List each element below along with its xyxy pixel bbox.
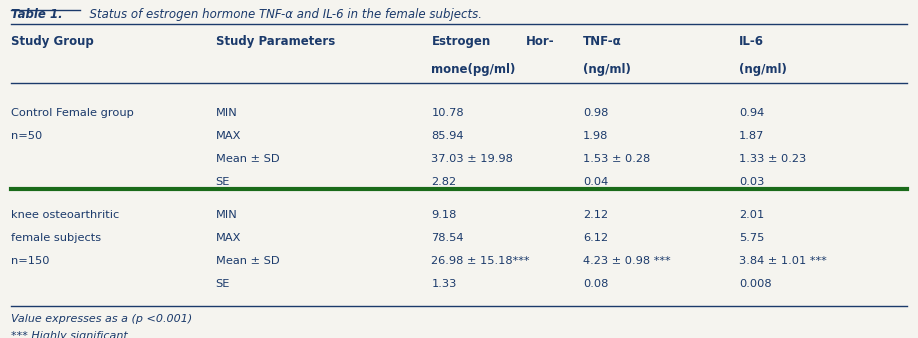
Text: 3.84 ± 1.01 ***: 3.84 ± 1.01 *** <box>739 256 827 266</box>
Text: *** Highly significant: *** Highly significant <box>11 331 128 338</box>
Text: SE: SE <box>216 279 230 289</box>
Text: 0.94: 0.94 <box>739 108 765 118</box>
Text: Mean ± SD: Mean ± SD <box>216 256 279 266</box>
Text: 0.03: 0.03 <box>739 177 765 187</box>
Text: female subjects: female subjects <box>11 233 101 243</box>
Text: 1.53 ± 0.28: 1.53 ± 0.28 <box>583 154 650 164</box>
Text: IL-6: IL-6 <box>739 35 764 48</box>
Text: knee osteoarthritic: knee osteoarthritic <box>11 210 119 220</box>
Text: Control Female group: Control Female group <box>11 108 134 118</box>
Text: MIN: MIN <box>216 210 238 220</box>
Text: 1.87: 1.87 <box>739 131 765 141</box>
Text: 1.98: 1.98 <box>583 131 609 141</box>
Text: Mean ± SD: Mean ± SD <box>216 154 279 164</box>
Text: 78.54: 78.54 <box>431 233 464 243</box>
Text: Study Parameters: Study Parameters <box>216 35 335 48</box>
Text: SE: SE <box>216 177 230 187</box>
Text: Estrogen: Estrogen <box>431 35 491 48</box>
Text: 37.03 ± 19.98: 37.03 ± 19.98 <box>431 154 513 164</box>
Text: 9.18: 9.18 <box>431 210 457 220</box>
Text: 0.04: 0.04 <box>583 177 609 187</box>
Text: Value expresses as a (p <0.001): Value expresses as a (p <0.001) <box>11 314 192 324</box>
Text: 2.12: 2.12 <box>583 210 608 220</box>
Text: Hor-: Hor- <box>526 35 554 48</box>
Text: Table 1.: Table 1. <box>11 8 62 21</box>
Text: 26.98 ± 15.18***: 26.98 ± 15.18*** <box>431 256 530 266</box>
Text: (ng/ml): (ng/ml) <box>739 63 787 75</box>
Text: MAX: MAX <box>216 233 241 243</box>
Text: 85.94: 85.94 <box>431 131 464 141</box>
Text: 5.75: 5.75 <box>739 233 765 243</box>
Text: 2.82: 2.82 <box>431 177 456 187</box>
Text: TNF-α: TNF-α <box>583 35 621 48</box>
Text: 0.98: 0.98 <box>583 108 609 118</box>
Text: Study Group: Study Group <box>11 35 94 48</box>
Text: 2.01: 2.01 <box>739 210 765 220</box>
Text: 0.008: 0.008 <box>739 279 772 289</box>
Text: 4.23 ± 0.98 ***: 4.23 ± 0.98 *** <box>583 256 670 266</box>
Text: 1.33: 1.33 <box>431 279 457 289</box>
Text: 0.08: 0.08 <box>583 279 609 289</box>
Text: 10.78: 10.78 <box>431 108 465 118</box>
Text: 6.12: 6.12 <box>583 233 608 243</box>
Text: MIN: MIN <box>216 108 238 118</box>
Text: (ng/ml): (ng/ml) <box>583 63 631 75</box>
Text: mone(pg/ml): mone(pg/ml) <box>431 63 516 75</box>
Text: 1.33 ± 0.23: 1.33 ± 0.23 <box>739 154 806 164</box>
Text: MAX: MAX <box>216 131 241 141</box>
Text: n=150: n=150 <box>11 256 50 266</box>
Text: Status of estrogen hormone TNF-α and IL-6 in the female subjects.: Status of estrogen hormone TNF-α and IL-… <box>82 8 482 21</box>
Text: n=50: n=50 <box>11 131 42 141</box>
